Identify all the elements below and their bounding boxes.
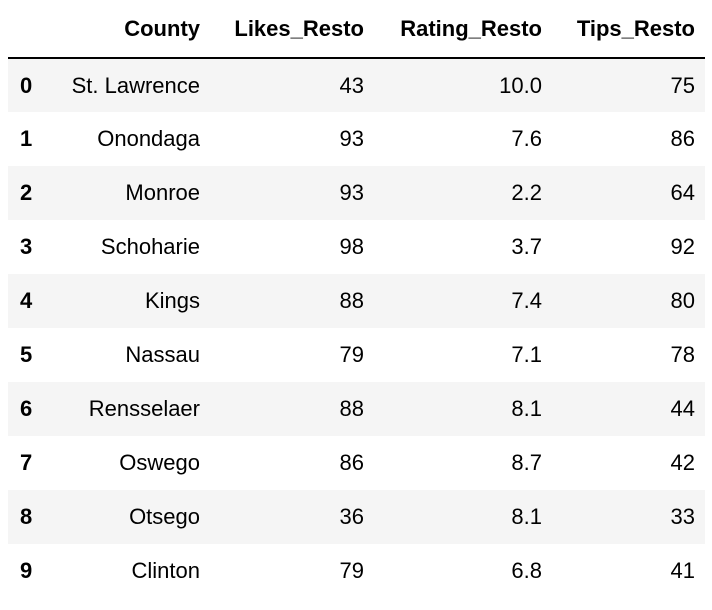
cell-rating-resto: 6.8 xyxy=(511,558,542,583)
cell-likes-resto: 88 xyxy=(339,396,364,421)
cell-county: Otsego xyxy=(129,504,200,529)
cell-likes-resto: 79 xyxy=(339,342,364,367)
cell-tips-resto: 80 xyxy=(670,288,695,313)
cell-rating-resto: 8.7 xyxy=(511,450,542,475)
cell-likes-resto: 93 xyxy=(339,126,364,151)
cell-county: Monroe xyxy=(125,180,200,205)
cell-rating-resto: 3.7 xyxy=(511,234,542,259)
cell-likes-resto: 43 xyxy=(339,72,364,98)
cell-tips-resto: 86 xyxy=(670,126,695,151)
cell-rating-resto: 7.1 xyxy=(511,342,542,367)
row-index: 6 xyxy=(20,396,33,421)
row-index: 0 xyxy=(20,72,33,98)
cell-county: St. Lawrence xyxy=(71,72,200,98)
row-index: 7 xyxy=(20,450,33,475)
cell-likes-resto: 86 xyxy=(339,450,364,475)
cell-likes-resto: 79 xyxy=(339,558,364,583)
column-header-county: County xyxy=(58,0,210,59)
cell-county: Rensselaer xyxy=(88,396,200,421)
cell-tips-resto: 33 xyxy=(670,504,695,529)
table-row: 6 Rensselaer 88 8.1 44 xyxy=(8,382,705,436)
cell-tips-resto: 42 xyxy=(670,450,695,475)
table-row: 9 Clinton 79 6.8 41 xyxy=(8,544,705,598)
table-row: 4 Kings 88 7.4 80 xyxy=(8,274,705,328)
cell-rating-resto: 7.4 xyxy=(511,288,542,313)
row-index: 1 xyxy=(20,126,33,151)
cell-county: Schoharie xyxy=(100,234,200,259)
header-row: County Likes_Resto Rating_Resto Tips_Res… xyxy=(8,0,705,59)
column-header-rating-resto: Rating_Resto xyxy=(374,0,552,59)
row-index: 3 xyxy=(20,234,33,259)
cell-likes-resto: 93 xyxy=(339,180,364,205)
cell-tips-resto: 75 xyxy=(670,72,695,98)
table-row: 1 Onondaga 93 7.6 86 xyxy=(8,112,705,166)
cell-likes-resto: 88 xyxy=(339,288,364,313)
cell-likes-resto: 98 xyxy=(339,234,364,259)
cell-county: Clinton xyxy=(131,558,200,583)
row-index: 5 xyxy=(20,342,33,367)
cell-county: Kings xyxy=(144,288,200,313)
cell-tips-resto: 92 xyxy=(670,234,695,259)
table-header: County Likes_Resto Rating_Resto Tips_Res… xyxy=(8,0,705,59)
cell-rating-resto: 8.1 xyxy=(511,504,542,529)
cell-tips-resto: 44 xyxy=(670,396,695,421)
table-row: 7 Oswego 86 8.7 42 xyxy=(8,436,705,490)
index-header xyxy=(8,0,58,59)
cell-rating-resto: 8.1 xyxy=(511,396,542,421)
cell-tips-resto: 41 xyxy=(670,558,695,583)
column-header-likes-resto: Likes_Resto xyxy=(210,0,374,59)
dataframe-container: County Likes_Resto Rating_Resto Tips_Res… xyxy=(8,0,705,598)
cell-rating-resto: 2.2 xyxy=(511,180,542,205)
table-row: 8 Otsego 36 8.1 33 xyxy=(8,490,705,544)
cell-tips-resto: 64 xyxy=(670,180,695,205)
cell-likes-resto: 36 xyxy=(339,504,364,529)
table-row: 5 Nassau 79 7.1 78 xyxy=(8,328,705,382)
row-index: 9 xyxy=(20,558,33,583)
table-body: 0 St. Lawrence 43 10.0 75 1 Onondaga 93 … xyxy=(8,58,705,598)
cell-rating-resto: 7.6 xyxy=(511,126,542,151)
cell-county: Nassau xyxy=(125,342,200,367)
table-row: 0 St. Lawrence 43 10.0 75 xyxy=(8,58,705,112)
table-row: 3 Schoharie 98 3.7 92 xyxy=(8,220,705,274)
cell-tips-resto: 78 xyxy=(670,342,695,367)
row-index: 8 xyxy=(20,504,33,529)
row-index: 2 xyxy=(20,180,33,205)
dataframe-table: County Likes_Resto Rating_Resto Tips_Res… xyxy=(8,0,705,598)
cell-county: Onondaga xyxy=(97,126,200,151)
column-header-tips-resto: Tips_Resto xyxy=(552,0,705,59)
row-index: 4 xyxy=(20,288,33,313)
cell-rating-resto: 10.0 xyxy=(499,72,542,98)
cell-county: Oswego xyxy=(119,450,200,475)
table-row: 2 Monroe 93 2.2 64 xyxy=(8,166,705,220)
